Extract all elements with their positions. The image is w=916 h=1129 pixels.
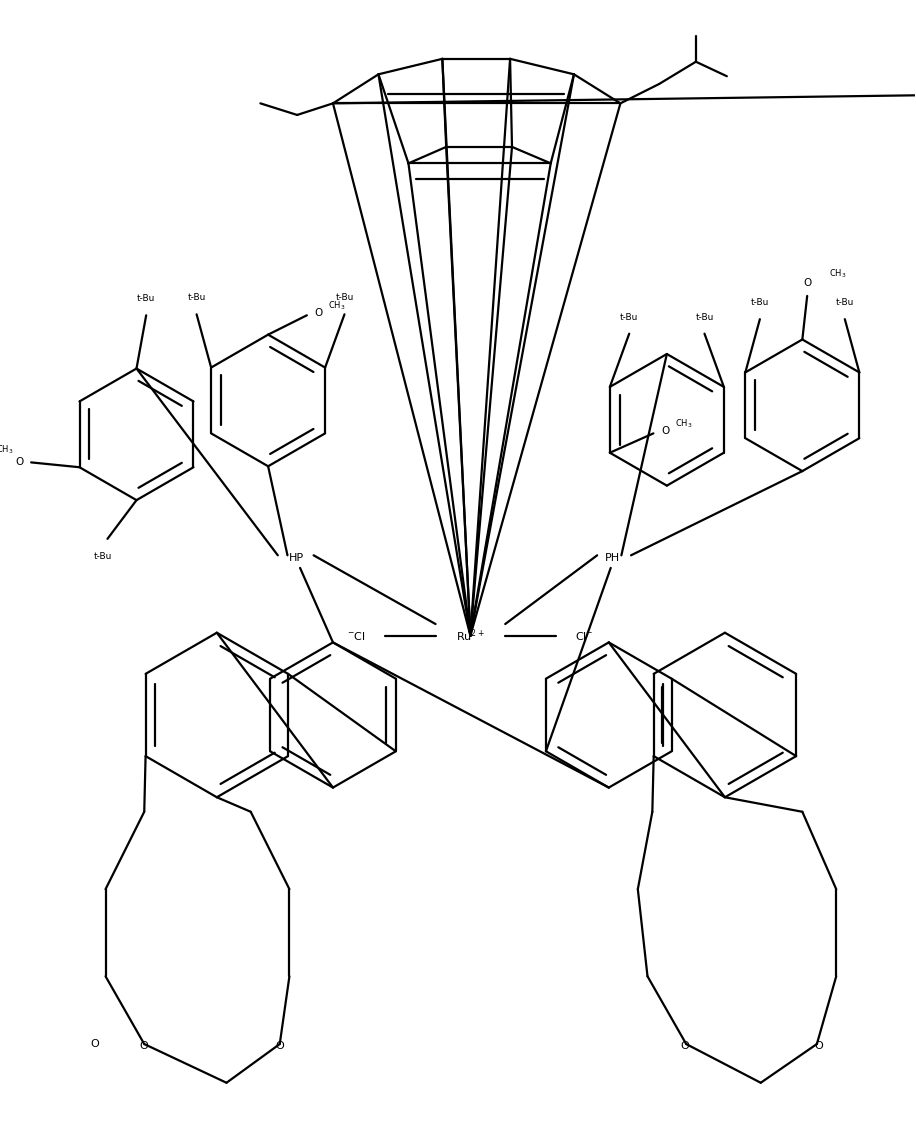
Text: t-Bu: t-Bu bbox=[137, 295, 156, 304]
Text: O: O bbox=[314, 308, 322, 318]
Text: O: O bbox=[140, 1041, 148, 1051]
Text: O: O bbox=[814, 1041, 823, 1051]
Text: $^{-}$Cl: $^{-}$Cl bbox=[347, 630, 365, 641]
Text: O: O bbox=[661, 427, 670, 437]
Text: CH$_3$: CH$_3$ bbox=[0, 444, 14, 456]
Text: PH: PH bbox=[605, 553, 620, 563]
Text: Cl$^{-}$: Cl$^{-}$ bbox=[575, 630, 594, 641]
Text: O: O bbox=[276, 1041, 284, 1051]
Text: Ru$^{2+}$: Ru$^{2+}$ bbox=[456, 628, 485, 644]
Text: O: O bbox=[680, 1041, 689, 1051]
Text: t-Bu: t-Bu bbox=[188, 294, 206, 303]
Text: t-Bu: t-Bu bbox=[695, 313, 714, 322]
Text: O: O bbox=[803, 279, 812, 288]
Text: O: O bbox=[91, 1039, 99, 1049]
Text: t-Bu: t-Bu bbox=[335, 294, 354, 303]
Text: t-Bu: t-Bu bbox=[93, 552, 112, 561]
Text: O: O bbox=[16, 457, 24, 467]
Text: t-Bu: t-Bu bbox=[620, 313, 638, 322]
Text: t-Bu: t-Bu bbox=[751, 298, 769, 307]
Text: CH$_3$: CH$_3$ bbox=[675, 418, 692, 430]
Text: CH$_3$: CH$_3$ bbox=[328, 299, 345, 312]
Text: HP: HP bbox=[289, 553, 304, 563]
Text: CH$_3$: CH$_3$ bbox=[830, 268, 847, 280]
Text: t-Bu: t-Bu bbox=[835, 298, 854, 307]
